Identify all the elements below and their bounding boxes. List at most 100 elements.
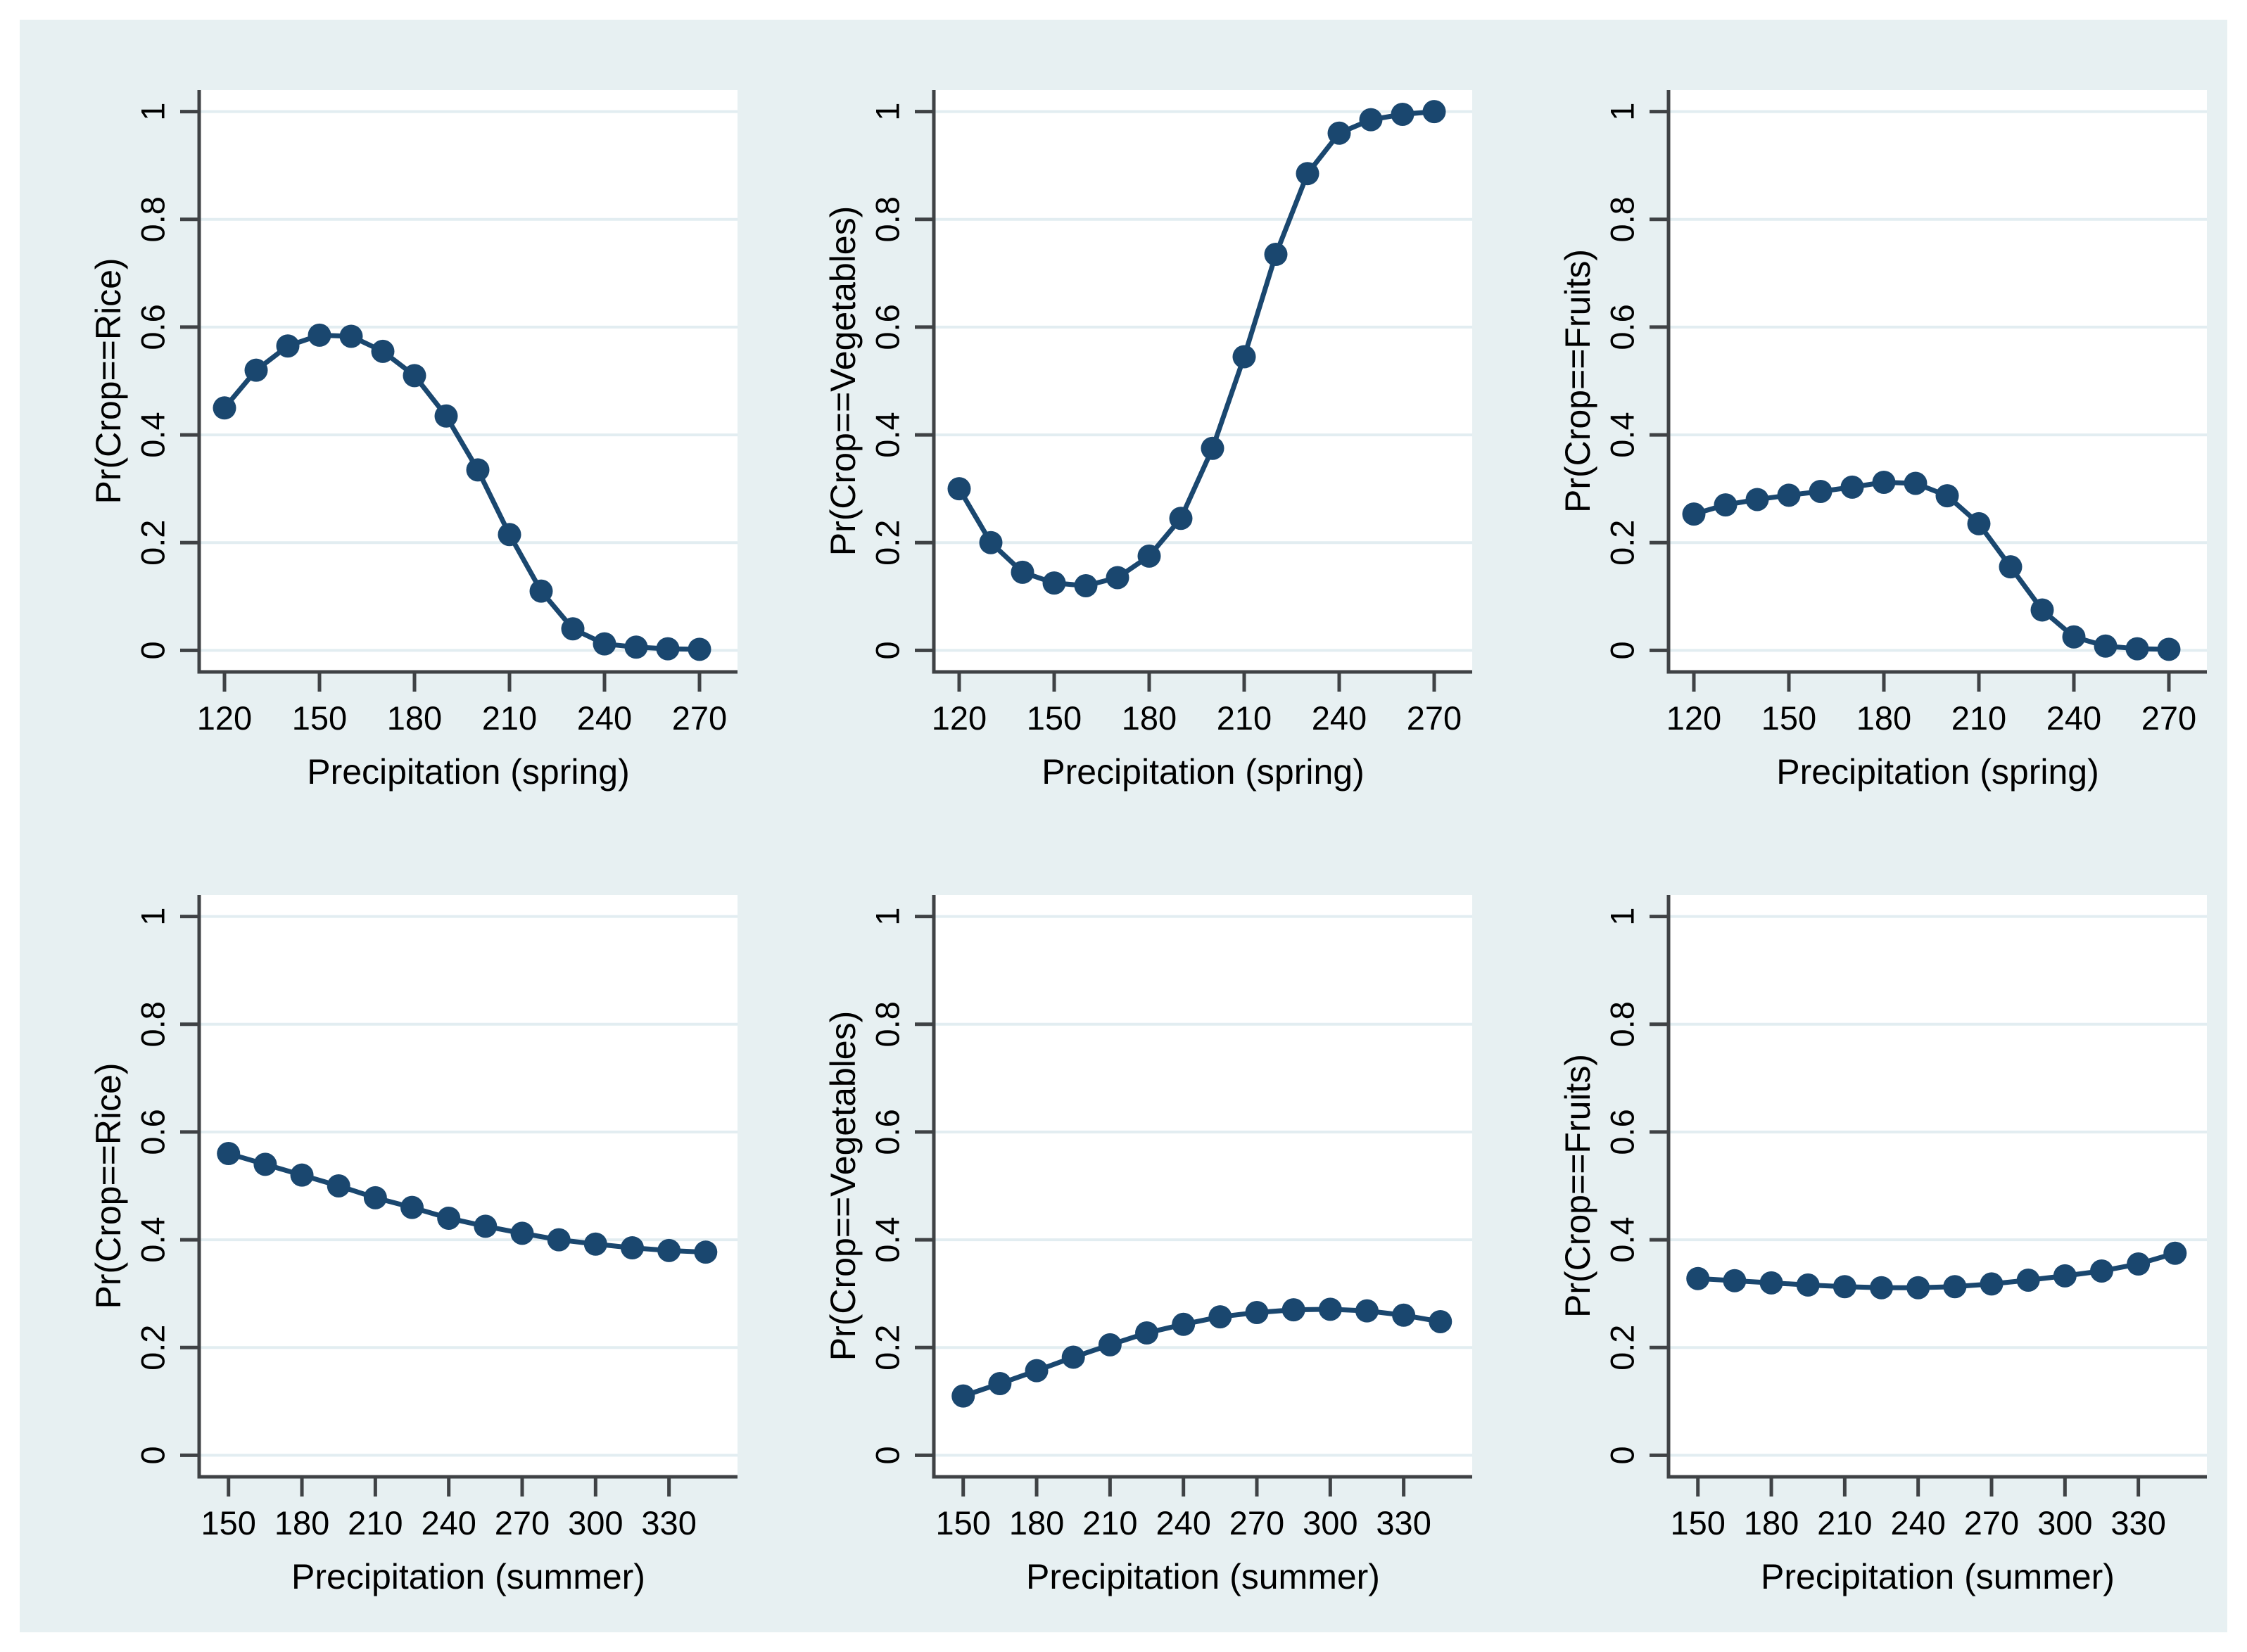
data-point-marker — [947, 477, 971, 501]
x-tick-label: 210 — [1217, 699, 1272, 737]
x-tick-label: 150 — [292, 699, 347, 737]
data-point-marker — [1906, 1276, 1930, 1300]
x-tick-label: 150 — [201, 1504, 256, 1542]
y-tick-label: 0 — [1603, 641, 1640, 659]
panel-rice-spring: 0 0.2 0.4 0.6 0.8 1 120 150 180 210 240 270 Pr(Crop=… — [20, 21, 754, 826]
data-point-marker — [988, 1372, 1012, 1396]
y-tick-label: 0.2 — [1603, 1325, 1640, 1371]
data-point-marker — [363, 1186, 387, 1209]
plot-area — [1669, 90, 2207, 672]
chart-rice-summer: 0 0.2 0.4 0.6 0.8 1 150 180 210 240 270 300 330 Pr(Cr… — [89, 895, 738, 1596]
data-point-marker — [2016, 1269, 2040, 1292]
x-tick-label: 270 — [2141, 699, 2196, 737]
x-tick-label: 120 — [932, 699, 987, 737]
x-tick-label: 240 — [421, 1504, 476, 1542]
x-tick-label: 240 — [1156, 1504, 1210, 1542]
x-axis-title: Precipitation (summer) — [1761, 1557, 2115, 1596]
y-tick-label: 1 — [868, 908, 906, 926]
chart-vegetables-summer: 0 0.2 0.4 0.6 0.8 1 150 180 210 240 270 300 330 Pr(Cr… — [823, 895, 1472, 1596]
data-point-marker — [583, 1232, 607, 1256]
y-tick-label: 1 — [134, 908, 171, 926]
x-axis-title: Precipitation (summer) — [291, 1557, 645, 1596]
data-point-marker — [1042, 571, 1066, 595]
y-tick-label: 0 — [1603, 1446, 1640, 1464]
data-point-marker — [1359, 108, 1383, 132]
data-point-marker — [1264, 243, 1288, 267]
data-point-marker — [400, 1195, 424, 1219]
x-tick-label: 210 — [1951, 699, 2006, 737]
data-point-marker — [1967, 512, 1991, 535]
data-point-marker — [2125, 637, 2149, 661]
data-point-marker — [244, 358, 268, 382]
data-point-marker — [1796, 1273, 1820, 1297]
data-point-marker — [290, 1163, 314, 1187]
y-tick-label: 0.2 — [134, 1325, 171, 1371]
y-tick-label: 0.8 — [134, 196, 171, 242]
data-point-marker — [561, 617, 585, 641]
plot-area — [199, 895, 738, 1477]
panel-vegetables-summer: 0 0.2 0.4 0.6 0.8 1 150 180 210 240 270 300 330 Pr(Cr… — [754, 826, 1489, 1631]
data-point-marker — [276, 334, 300, 358]
y-tick-label: 0.6 — [868, 304, 906, 350]
plot-area — [934, 90, 1472, 672]
data-point-marker — [1137, 544, 1161, 568]
x-tick-label: 150 — [1027, 699, 1082, 737]
y-tick-label: 1 — [868, 103, 906, 121]
data-point-marker — [1833, 1275, 1856, 1299]
y-tick-label: 0.2 — [868, 1325, 906, 1371]
data-point-marker — [1745, 488, 1769, 512]
y-tick-label: 1 — [1603, 908, 1640, 926]
x-tick-label: 180 — [274, 1504, 329, 1542]
chart-grid: 0 0.2 0.4 0.6 0.8 1 120 150 180 210 240 270 Pr(Crop=… — [20, 20, 2227, 1631]
x-tick-label: 300 — [1303, 1504, 1357, 1542]
data-point-marker — [1872, 470, 1896, 494]
y-axis-title: Pr(Crop==Fruits) — [1558, 1054, 1597, 1318]
y-tick-label: 0.4 — [868, 1216, 906, 1262]
data-point-marker — [529, 579, 553, 603]
x-tick-label: 270 — [1229, 1504, 1284, 1542]
data-point-marker — [1723, 1269, 1747, 1292]
data-point-marker — [1870, 1276, 1894, 1300]
data-point-marker — [2094, 634, 2118, 658]
x-tick-label: 180 — [387, 699, 442, 737]
data-point-marker — [1777, 483, 1801, 507]
chart-fruits-spring: 0 0.2 0.4 0.6 0.8 1 120 150 180 210 240 270 Pr(Crop=… — [1558, 90, 2207, 792]
data-point-marker — [1809, 479, 1833, 503]
data-point-marker — [2030, 598, 2054, 622]
data-point-marker — [1011, 560, 1034, 584]
y-tick-label: 0 — [868, 1446, 906, 1464]
x-tick-label: 180 — [1856, 699, 1911, 737]
y-tick-label: 0.4 — [868, 412, 906, 457]
data-point-marker — [371, 339, 395, 363]
data-point-marker — [498, 523, 521, 547]
data-point-marker — [1281, 1298, 1305, 1322]
x-tick-label: 240 — [577, 699, 632, 737]
data-point-marker — [1201, 436, 1224, 460]
data-point-marker — [624, 635, 648, 659]
x-axis-title: Precipitation (summer) — [1026, 1557, 1380, 1596]
data-point-marker — [694, 1240, 718, 1264]
x-tick-label: 180 — [1009, 1504, 1064, 1542]
x-tick-label: 240 — [2046, 699, 2101, 737]
y-tick-label: 0.4 — [1603, 1216, 1640, 1262]
plot-area — [1669, 895, 2207, 1477]
data-point-marker — [1935, 484, 1959, 508]
data-point-marker — [1943, 1275, 1967, 1299]
data-point-marker — [593, 632, 616, 656]
data-point-marker — [1904, 471, 1928, 495]
x-axis-title: Precipitation (spring) — [1776, 752, 2099, 792]
x-tick-label: 270 — [1407, 699, 1462, 737]
data-point-marker — [1318, 1297, 1342, 1321]
x-tick-label: 210 — [482, 699, 537, 737]
x-tick-label: 270 — [672, 699, 727, 737]
y-tick-label: 0.8 — [1603, 196, 1640, 242]
y-tick-label: 1 — [134, 103, 171, 121]
data-point-marker — [1682, 502, 1706, 526]
y-axis-title: Pr(Crop==Rice) — [89, 258, 128, 504]
panel-fruits-spring: 0 0.2 0.4 0.6 0.8 1 120 150 180 210 240 270 Pr(Crop=… — [1489, 21, 2224, 826]
series-line — [1691, 479, 2172, 652]
data-point-marker — [620, 1236, 644, 1260]
data-point-marker — [339, 324, 363, 348]
chart-vegetables-spring: 0 0.2 0.4 0.6 0.8 1 120 150 180 210 240 270 Pr(Crop=… — [823, 90, 1472, 792]
data-point-marker — [2089, 1259, 2113, 1283]
